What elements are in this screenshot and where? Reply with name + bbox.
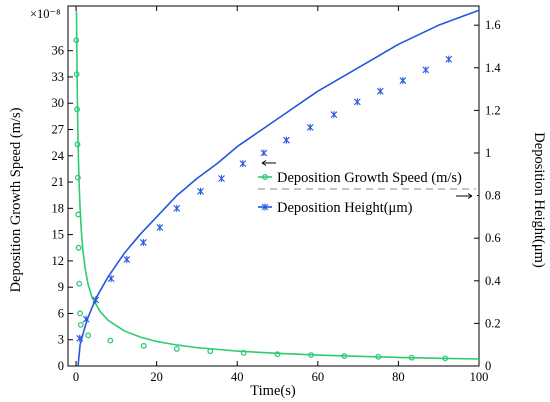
data-point-growth-speed: [408, 354, 415, 361]
y-right-tick-label: 0.4: [485, 274, 501, 288]
y-left-tick-label: 0: [58, 359, 64, 373]
legend-label-height: Deposition Height(μm): [277, 200, 413, 216]
data-point-growth-speed: [173, 345, 180, 352]
y-right-tick-label: 0: [485, 359, 491, 373]
data-point-height: [422, 66, 430, 74]
x-tick-label: 60: [312, 370, 325, 384]
data-point-height: [353, 98, 361, 106]
data-point-height: [218, 175, 225, 183]
y-left-tick-label: 9: [58, 280, 64, 294]
data-point-height: [107, 275, 115, 283]
legend-arrow-right-icon: [456, 193, 473, 199]
data-point-height: [156, 224, 164, 232]
x-tick-label: 40: [231, 370, 244, 384]
x-axis-label: Time(s): [250, 383, 296, 399]
data-point-height: [445, 55, 453, 63]
data-point-height: [173, 204, 181, 212]
x-tick-label: 100: [470, 370, 489, 384]
y-left-tick-label: 24: [52, 149, 65, 163]
data-point-growth-speed: [73, 37, 80, 44]
y-right-tick-label: 1: [485, 146, 491, 160]
left-axis-scale-label: ×10⁻⁸: [30, 7, 61, 21]
legend-arrow-left-icon: [261, 160, 276, 166]
data-point-growth-speed: [75, 211, 82, 218]
y-axis-label-right: Deposition Height(μm): [531, 132, 547, 268]
axis-ticks-layer: 0 20 40 60 80 100036912151821242730333600.20.…: [52, 6, 501, 384]
series-layer: [73, 9, 480, 367]
legend-marker-speed: [262, 174, 268, 180]
legend-label-speed: Deposition Growth Speed (m/s): [277, 170, 462, 186]
y-left-tick-label: 18: [52, 201, 65, 215]
data-point-height: [123, 255, 131, 263]
x-tick-label: 0: [73, 370, 79, 384]
data-point-growth-speed: [341, 353, 348, 360]
data-point-growth-speed: [274, 351, 281, 358]
y-right-tick-label: 0.6: [485, 231, 501, 245]
data-point-height: [82, 315, 90, 323]
data-point-growth-speed: [77, 310, 84, 317]
legend-box: [258, 156, 477, 218]
data-point-growth-speed: [75, 244, 82, 251]
x-tick-label: 80: [392, 370, 405, 384]
y-left-tick-label: 15: [52, 228, 65, 242]
data-point-growth-speed: [375, 353, 382, 360]
plot-frame: [67, 5, 480, 367]
data-point-growth-speed: [85, 332, 92, 339]
data-point-height: [260, 149, 268, 157]
y-left-tick-label: 30: [52, 96, 65, 110]
y-right-tick-label: 0.2: [485, 316, 501, 330]
data-point-growth-speed: [76, 280, 83, 287]
data-point-growth-speed: [74, 141, 81, 148]
data-point-growth-speed: [107, 337, 114, 344]
y-axis-label-left: Deposition Growth Speed (m/s): [8, 107, 24, 292]
data-point-growth-speed: [140, 342, 147, 349]
data-point-height: [239, 160, 247, 168]
data-point-growth-speed: [73, 71, 80, 78]
y-right-tick-label: 1.4: [485, 61, 501, 75]
y-left-tick-label: 12: [52, 254, 65, 268]
legend-marker-height: [261, 203, 269, 211]
y-left-tick-label: 36: [52, 44, 65, 58]
y-left-tick-label: 6: [58, 306, 64, 320]
data-point-height: [376, 87, 384, 95]
data-point-height: [139, 238, 147, 246]
data-point-height: [399, 77, 407, 85]
data-point-growth-speed: [442, 355, 449, 362]
x-tick-label: 20: [150, 370, 163, 384]
data-point-growth-speed: [77, 321, 84, 328]
legend: Deposition Growth Speed (m/s) Deposition…: [258, 156, 477, 218]
data-point-growth-speed: [240, 349, 247, 356]
data-point-growth-speed: [308, 352, 314, 359]
y-left-tick-label: 21: [52, 175, 65, 189]
y-right-tick-label: 1.6: [485, 18, 501, 32]
data-point-height: [197, 187, 204, 195]
y-right-tick-label: 0.8: [485, 189, 501, 203]
data-point-height: [306, 123, 314, 131]
y-left-tick-label: 33: [52, 70, 65, 84]
y-right-tick-label: 1.2: [485, 103, 501, 117]
data-point-height: [92, 296, 100, 304]
data-point-growth-speed: [74, 106, 81, 113]
y-left-tick-label: 27: [52, 123, 65, 137]
y-left-tick-label: 3: [58, 333, 64, 347]
data-point-growth-speed: [207, 348, 214, 355]
series-line-growth-speed: [75, 11, 480, 360]
data-point-height: [283, 136, 290, 144]
data-point-growth-speed: [74, 174, 81, 181]
data-point-height: [330, 111, 338, 119]
data-point-height: [76, 334, 84, 342]
